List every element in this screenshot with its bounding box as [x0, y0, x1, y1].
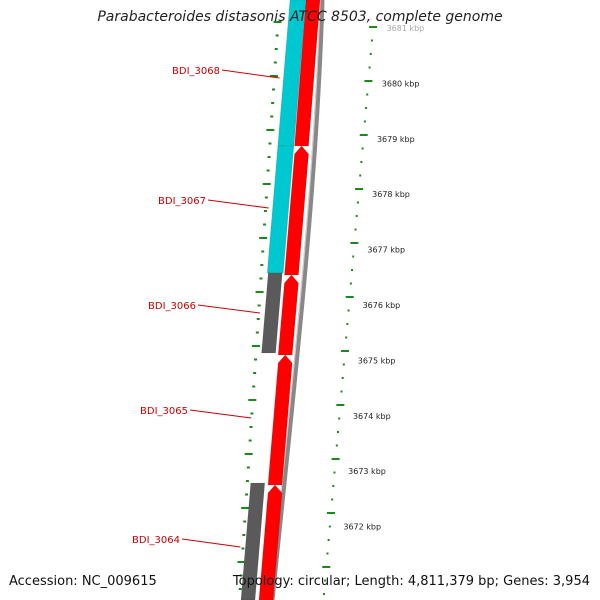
genome-summary: Topology: circular; Length: 4,811,379 bp… [232, 574, 590, 589]
gene-label: BDI_3068 [172, 66, 220, 77]
gene-leader-line [207, 199, 269, 209]
tick-label: 3677 kbp [367, 246, 405, 255]
gene-label: BDI_3067 [158, 196, 206, 207]
cds-arrow [294, 0, 321, 147]
tick-label: 3680 kbp [382, 79, 420, 88]
tick-label: 3681 kbp [387, 24, 425, 33]
gene-label: BDI_3066 [148, 301, 196, 312]
cds-block-gray [240, 482, 266, 600]
cds-arrow [277, 274, 299, 356]
cds-arrow [284, 145, 309, 276]
outer-tick-ring [322, 26, 378, 595]
feature-track [240, 0, 321, 600]
gene-leader-line [189, 409, 252, 419]
accession-label: Accession: NC_009615 [9, 574, 157, 589]
gene-labels: BDI_3068 BDI_3067 BDI_3066 BDI_3065 BDI_3064 [132, 66, 280, 548]
cds-block-cyan [266, 145, 295, 274]
map-title: Parabacteroides distasonis ATCC 8503, co… [97, 9, 503, 25]
cds-arrow [267, 354, 293, 486]
tick-label: 3679 kbp [377, 135, 415, 144]
cds-block-gray [261, 272, 283, 354]
backbone-line [269, 0, 325, 600]
cds-arrow [258, 484, 283, 600]
tick-label: 3678 kbp [372, 190, 410, 199]
gene-leader-line [197, 304, 260, 314]
tick-label: 3674 kbp [353, 412, 391, 421]
gene-leader-line [181, 538, 241, 548]
gene-leader-line [221, 69, 280, 79]
tick-label: 3673 kbp [348, 467, 386, 476]
gene-label: BDI_3065 [140, 406, 188, 417]
tick-label: 3676 kbp [363, 301, 401, 310]
inner-tick-ring [237, 21, 282, 590]
tick-labels: 3681 kbp 3680 kbp 3679 kbp 3678 kbp 3677 kbp… [343, 24, 424, 532]
tick-label: 3672 kbp [343, 523, 381, 532]
gene-label: BDI_3064 [132, 535, 180, 546]
tick-label: 3675 kbp [358, 356, 396, 365]
